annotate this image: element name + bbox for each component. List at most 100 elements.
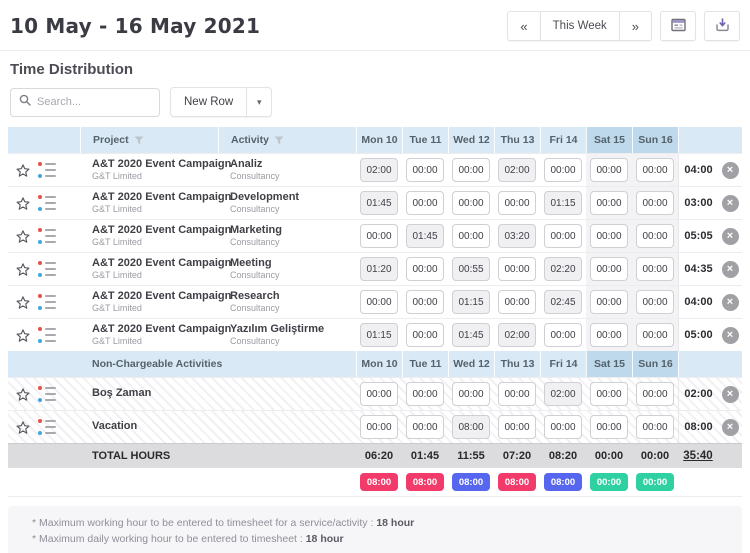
delete-row-icon[interactable]: ×: [721, 385, 739, 403]
time-input[interactable]: [544, 290, 582, 314]
time-input[interactable]: [406, 158, 444, 182]
filter-icon[interactable]: [274, 136, 284, 145]
timesheet-table: Project Activity Mon 10 Tue 11 Wed 12 Thu 13 F…: [8, 127, 742, 497]
time-input[interactable]: [360, 191, 398, 215]
time-input[interactable]: [636, 290, 674, 314]
time-input[interactable]: [544, 158, 582, 182]
time-input[interactable]: [590, 415, 628, 439]
time-input[interactable]: [360, 257, 398, 281]
time-input[interactable]: [544, 224, 582, 248]
time-input[interactable]: [544, 382, 582, 406]
time-input[interactable]: [636, 382, 674, 406]
row-total: 03:00: [684, 197, 713, 209]
time-input[interactable]: [636, 191, 674, 215]
activity-name: Marketing: [230, 224, 282, 236]
time-input[interactable]: [636, 257, 674, 281]
time-input[interactable]: [360, 158, 398, 182]
total-hours-row: TOTAL HOURS 06:20 01:45 11:55 07:20 08:20 00:0…: [8, 443, 742, 468]
time-input[interactable]: [590, 158, 628, 182]
delete-row-icon[interactable]: ×: [721, 161, 739, 179]
time-input[interactable]: [498, 191, 536, 215]
time-input[interactable]: [406, 224, 444, 248]
download-button[interactable]: [704, 11, 740, 41]
favorite-star-icon[interactable]: [16, 328, 30, 342]
favorite-star-icon[interactable]: [16, 295, 30, 309]
time-input[interactable]: [498, 290, 536, 314]
time-input[interactable]: [452, 290, 490, 314]
timesheet-calendar-button[interactable]: [660, 11, 696, 41]
time-input[interactable]: [590, 323, 628, 347]
time-input[interactable]: [636, 224, 674, 248]
time-input[interactable]: [636, 415, 674, 439]
project-column-header: Project: [80, 127, 218, 153]
delete-row-icon[interactable]: ×: [721, 260, 739, 278]
this-week-button[interactable]: This Week: [539, 11, 620, 41]
time-input[interactable]: [636, 323, 674, 347]
top-actions: « This Week »: [507, 11, 740, 41]
search-input[interactable]: [37, 96, 151, 108]
day-column-header: Mon 10: [356, 351, 402, 377]
time-input[interactable]: [360, 382, 398, 406]
time-input[interactable]: [452, 257, 490, 281]
favorite-star-icon[interactable]: [16, 262, 30, 276]
time-input[interactable]: [636, 158, 674, 182]
delete-row-icon[interactable]: ×: [721, 293, 739, 311]
time-input[interactable]: [498, 323, 536, 347]
activity-name: Meeting: [230, 257, 272, 269]
time-input[interactable]: [406, 191, 444, 215]
daily-limit-badge: 08:00: [498, 473, 536, 491]
time-input[interactable]: [406, 382, 444, 406]
prev-week-button[interactable]: «: [507, 11, 541, 41]
time-input[interactable]: [360, 224, 398, 248]
time-input[interactable]: [498, 257, 536, 281]
list-icon: [38, 327, 56, 343]
table-header-row: Project Activity Mon 10 Tue 11 Wed 12 Thu 13 F…: [8, 127, 742, 153]
new-row-button[interactable]: New Row: [170, 87, 248, 117]
time-input[interactable]: [406, 290, 444, 314]
favorite-star-icon[interactable]: [16, 196, 30, 210]
day-total: 00:00: [640, 450, 670, 462]
time-input[interactable]: [360, 290, 398, 314]
time-input[interactable]: [498, 224, 536, 248]
favorite-star-icon[interactable]: [16, 420, 30, 434]
delete-row-icon[interactable]: ×: [721, 194, 739, 212]
time-input[interactable]: [360, 323, 398, 347]
time-input[interactable]: [590, 257, 628, 281]
time-input[interactable]: [452, 323, 490, 347]
new-row-dropdown-button[interactable]: ▾: [246, 87, 273, 117]
time-input[interactable]: [452, 382, 490, 406]
time-input[interactable]: [406, 323, 444, 347]
time-input[interactable]: [590, 382, 628, 406]
time-input[interactable]: [452, 158, 490, 182]
day-column-header: Thu 13: [494, 351, 540, 377]
row-total: 02:00: [684, 388, 713, 400]
time-input[interactable]: [590, 191, 628, 215]
time-input[interactable]: [452, 191, 490, 215]
time-input[interactable]: [544, 257, 582, 281]
filter-icon[interactable]: [134, 136, 144, 145]
time-input[interactable]: [498, 415, 536, 439]
time-input[interactable]: [406, 257, 444, 281]
time-input[interactable]: [360, 415, 398, 439]
time-input[interactable]: [590, 290, 628, 314]
day-column-header: Fri 14: [540, 127, 586, 153]
next-week-button[interactable]: »: [618, 11, 652, 41]
project-name: A&T 2020 Event Campaign: [92, 323, 232, 335]
delete-row-icon[interactable]: ×: [721, 227, 739, 245]
delete-row-icon[interactable]: ×: [721, 326, 739, 344]
delete-row-icon[interactable]: ×: [721, 418, 739, 436]
time-input[interactable]: [406, 415, 444, 439]
favorite-star-icon[interactable]: [16, 229, 30, 243]
time-input[interactable]: [452, 224, 490, 248]
favorite-star-icon[interactable]: [16, 387, 30, 401]
time-input[interactable]: [544, 415, 582, 439]
time-input[interactable]: [452, 415, 490, 439]
total-hours-label: TOTAL HOURS: [92, 450, 171, 462]
time-input[interactable]: [544, 191, 582, 215]
time-input[interactable]: [498, 382, 536, 406]
time-input[interactable]: [544, 323, 582, 347]
time-input[interactable]: [498, 158, 536, 182]
activity-type: Consultancy: [230, 336, 280, 347]
time-input[interactable]: [590, 224, 628, 248]
favorite-star-icon[interactable]: [16, 163, 30, 177]
